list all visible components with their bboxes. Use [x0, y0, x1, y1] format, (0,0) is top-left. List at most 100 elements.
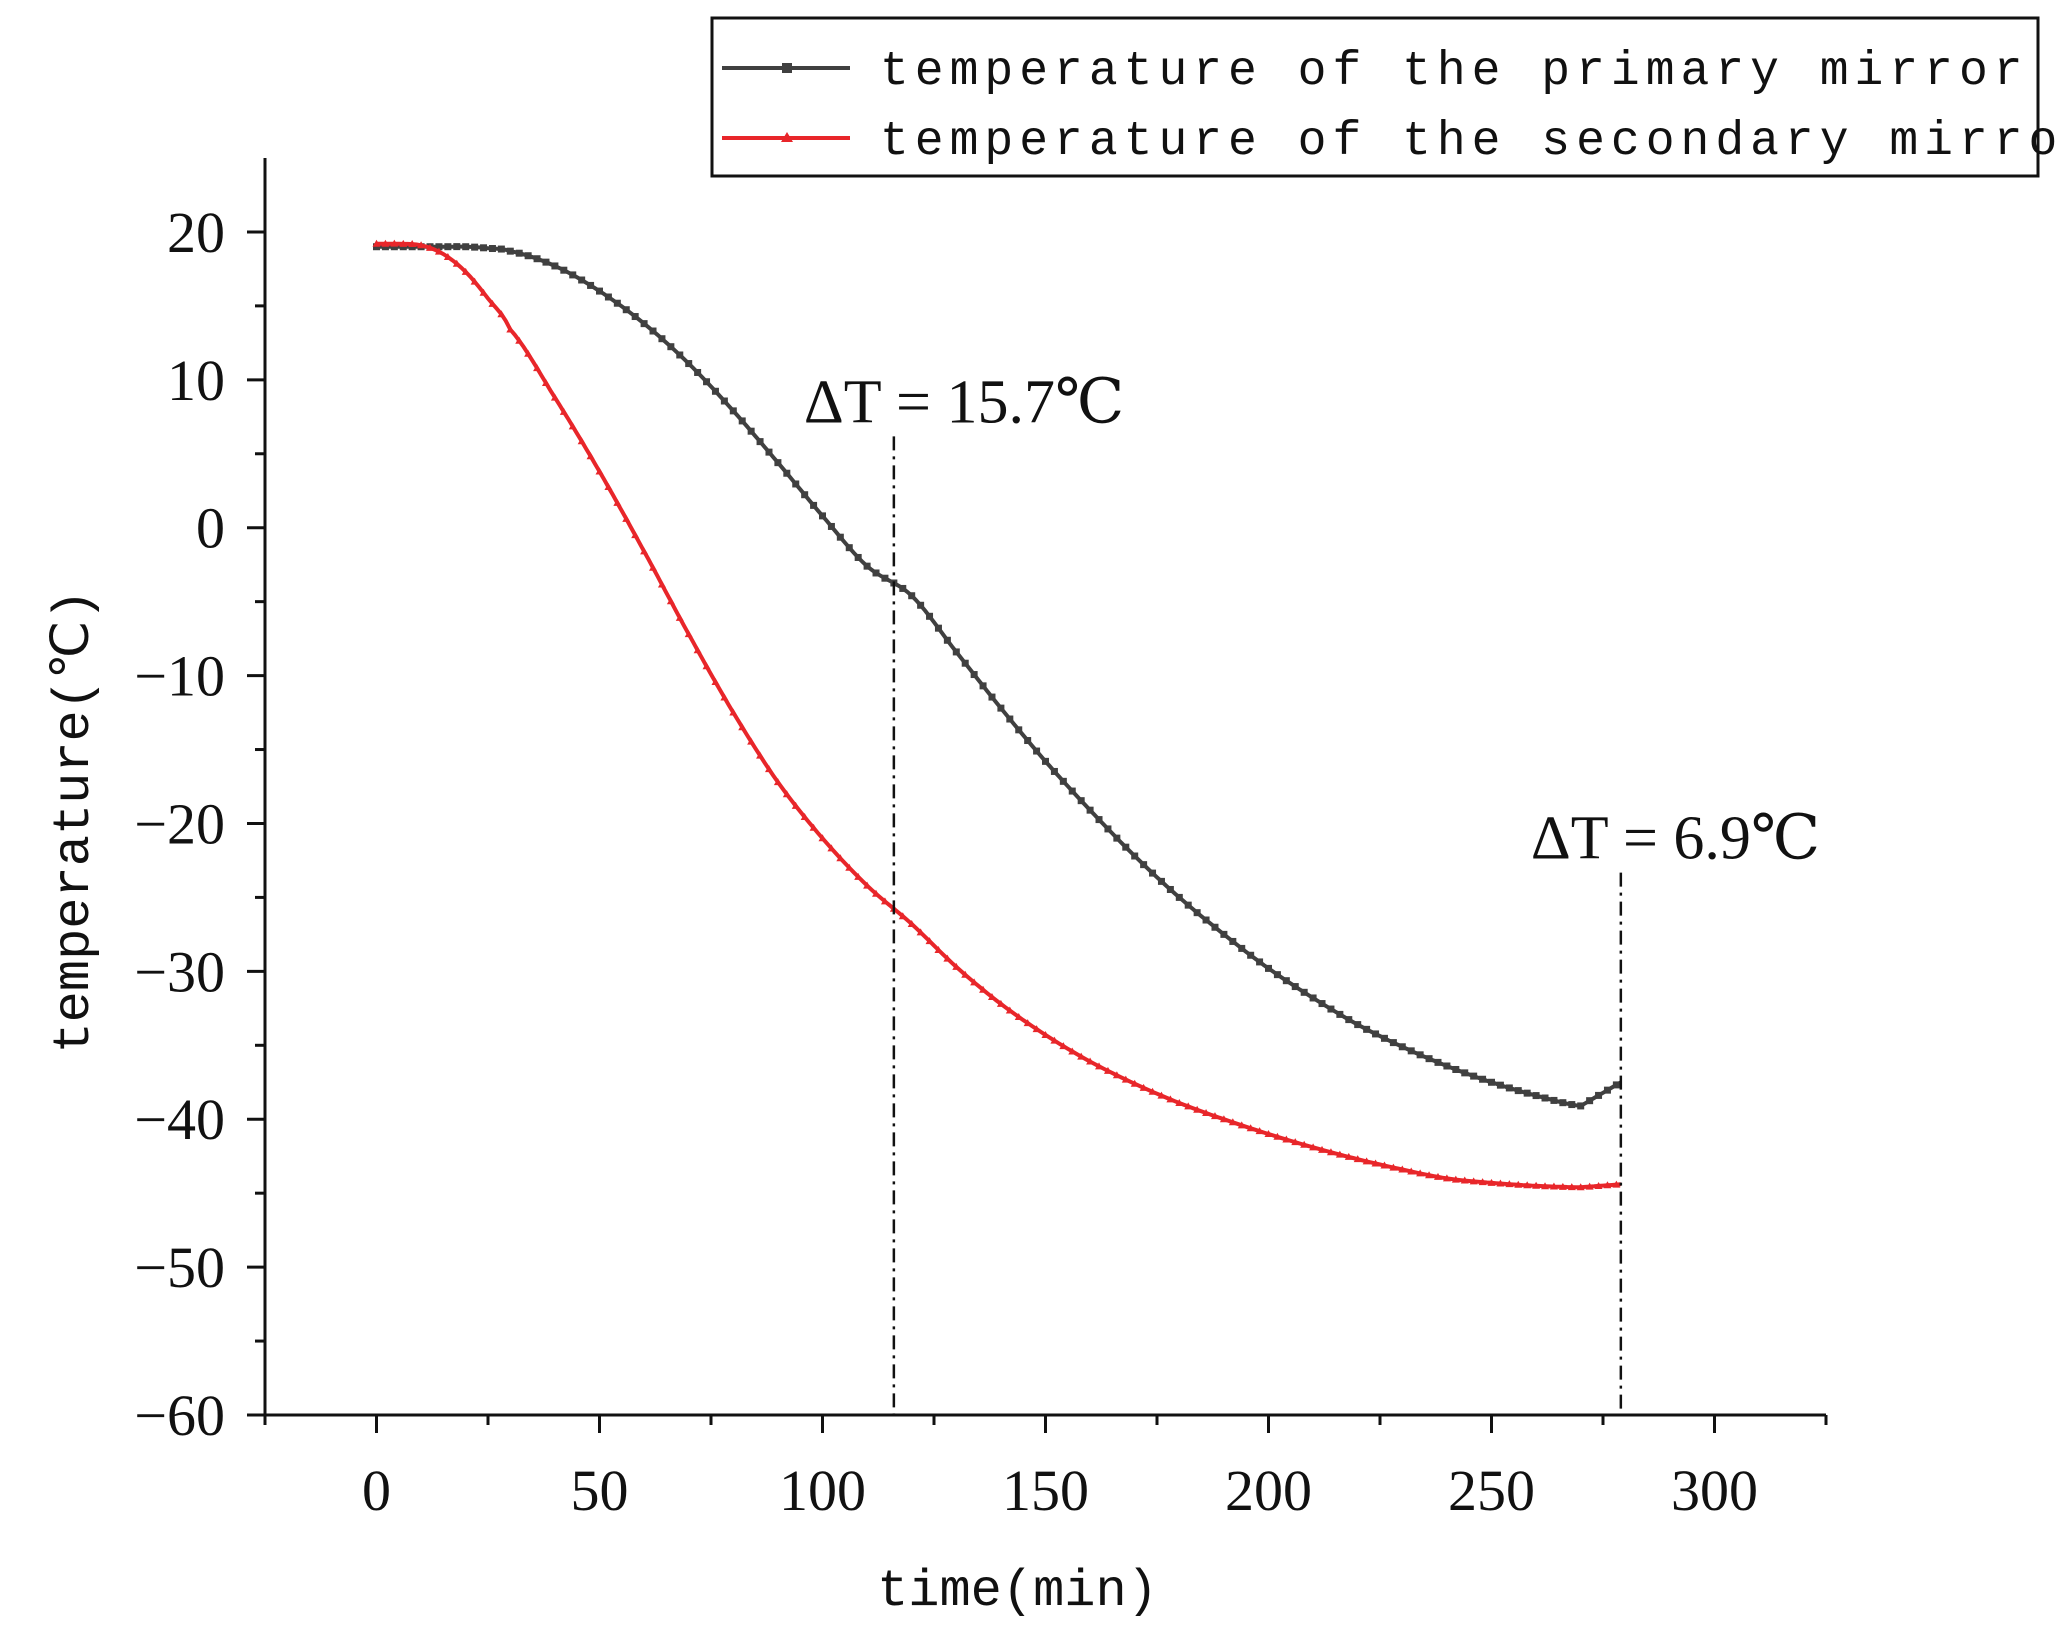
data-point-secondary — [1095, 1062, 1104, 1070]
data-point-secondary — [854, 872, 863, 880]
data-point-primary — [1104, 825, 1112, 833]
data-point-primary — [1015, 726, 1023, 734]
data-point-secondary — [1237, 1121, 1246, 1129]
y-tick-label: −30 — [134, 939, 225, 1004]
data-point-secondary — [764, 765, 773, 773]
data-point-secondary — [595, 467, 604, 475]
data-point-secondary — [1380, 1161, 1389, 1169]
data-point-secondary — [836, 854, 845, 862]
data-point-primary — [1006, 715, 1014, 723]
data-point-primary — [1238, 944, 1246, 952]
data-point-primary — [569, 271, 577, 279]
data-point-primary — [899, 584, 907, 592]
data-point-secondary — [1041, 1030, 1050, 1038]
data-point-secondary — [604, 483, 613, 491]
data-point-secondary — [800, 813, 809, 821]
data-point-secondary — [399, 239, 408, 247]
legend: temperature of the primary mirror temper… — [710, 16, 2055, 178]
legend-marker-primary — [782, 63, 792, 73]
data-point-secondary — [1059, 1042, 1068, 1050]
data-point-secondary — [1130, 1079, 1139, 1087]
data-point-secondary — [1032, 1025, 1041, 1033]
data-point-secondary — [1077, 1052, 1086, 1060]
data-point-primary — [1470, 1072, 1478, 1080]
data-point-secondary — [675, 613, 684, 621]
data-point-secondary — [996, 999, 1005, 1007]
data-point-primary — [970, 671, 978, 679]
data-point-primary — [506, 247, 514, 255]
data-point-primary — [1149, 869, 1157, 877]
data-point-secondary — [863, 881, 872, 889]
data-point-primary — [497, 245, 505, 253]
data-point-secondary — [1300, 1140, 1309, 1148]
data-point-primary — [738, 417, 746, 425]
data-point-primary — [1157, 877, 1165, 885]
data-point-secondary — [1246, 1124, 1255, 1132]
data-point-secondary — [524, 349, 533, 357]
data-point-primary — [1042, 757, 1049, 765]
data-point-secondary — [845, 863, 854, 871]
data-point-secondary — [1344, 1152, 1353, 1160]
data-point-secondary — [1166, 1095, 1175, 1103]
data-point-primary — [381, 243, 389, 251]
data-point-secondary — [1273, 1132, 1282, 1140]
data-point-primary — [444, 243, 452, 251]
data-point-primary — [765, 448, 773, 456]
data-point-secondary — [782, 790, 791, 798]
data-point-primary — [711, 387, 719, 395]
data-point-secondary — [1549, 1182, 1558, 1190]
legend-box — [710, 16, 2040, 178]
data-point-primary — [542, 258, 550, 266]
data-point-primary — [926, 612, 934, 620]
y-tick-label: −10 — [134, 644, 225, 709]
data-point-secondary — [1603, 1181, 1612, 1189]
data-point-primary — [462, 243, 470, 251]
data-point-primary — [854, 553, 862, 561]
data-point-secondary — [515, 336, 524, 344]
data-point-primary — [622, 306, 630, 314]
data-point-secondary — [1594, 1181, 1603, 1189]
data-point-secondary — [559, 407, 568, 415]
data-point-secondary — [1219, 1115, 1228, 1123]
data-point-secondary — [1023, 1019, 1032, 1027]
data-point-primary — [1425, 1055, 1433, 1063]
data-point-primary — [1532, 1092, 1540, 1100]
data-point-secondary — [622, 514, 631, 522]
data-point-secondary — [1112, 1071, 1121, 1079]
labels-layer: time(min) temperature(℃) — [45, 589, 1158, 1621]
data-point-secondary — [1184, 1102, 1193, 1110]
data-point-secondary — [1505, 1180, 1514, 1188]
data-point-secondary — [390, 239, 399, 247]
data-point-secondary — [1433, 1172, 1442, 1180]
data-point-primary — [667, 343, 675, 351]
data-point-secondary — [1496, 1179, 1505, 1187]
data-point-secondary — [1460, 1176, 1469, 1184]
data-point-secondary — [1469, 1177, 1478, 1185]
data-point-primary — [703, 378, 711, 386]
data-point-primary — [1050, 767, 1058, 775]
data-point-primary — [1077, 797, 1085, 805]
annotation-label: ΔT = 15.7℃ — [804, 368, 1124, 436]
data-point-secondary — [1353, 1155, 1362, 1163]
data-point-primary — [934, 624, 942, 632]
data-point-secondary — [613, 498, 622, 506]
data-point-primary — [1220, 930, 1228, 938]
data-point-secondary — [1202, 1108, 1211, 1116]
data-point-primary — [1452, 1065, 1460, 1073]
data-point-primary — [631, 313, 639, 321]
data-point-secondary — [809, 823, 818, 831]
data-point-primary — [560, 266, 568, 274]
data-point-primary — [1122, 843, 1130, 851]
data-point-primary — [872, 569, 880, 577]
data-point-secondary — [1282, 1135, 1291, 1143]
data-point-primary — [1300, 988, 1308, 996]
x-axis-title: time(min) — [877, 1562, 1158, 1621]
data-point-primary — [1265, 964, 1272, 972]
data-point-secondary — [657, 580, 666, 588]
data-point-primary — [471, 243, 479, 251]
data-point-primary — [1345, 1016, 1353, 1024]
data-point-primary — [1086, 806, 1094, 814]
y-tick-label: −60 — [134, 1383, 225, 1448]
data-point-secondary — [1210, 1112, 1219, 1120]
